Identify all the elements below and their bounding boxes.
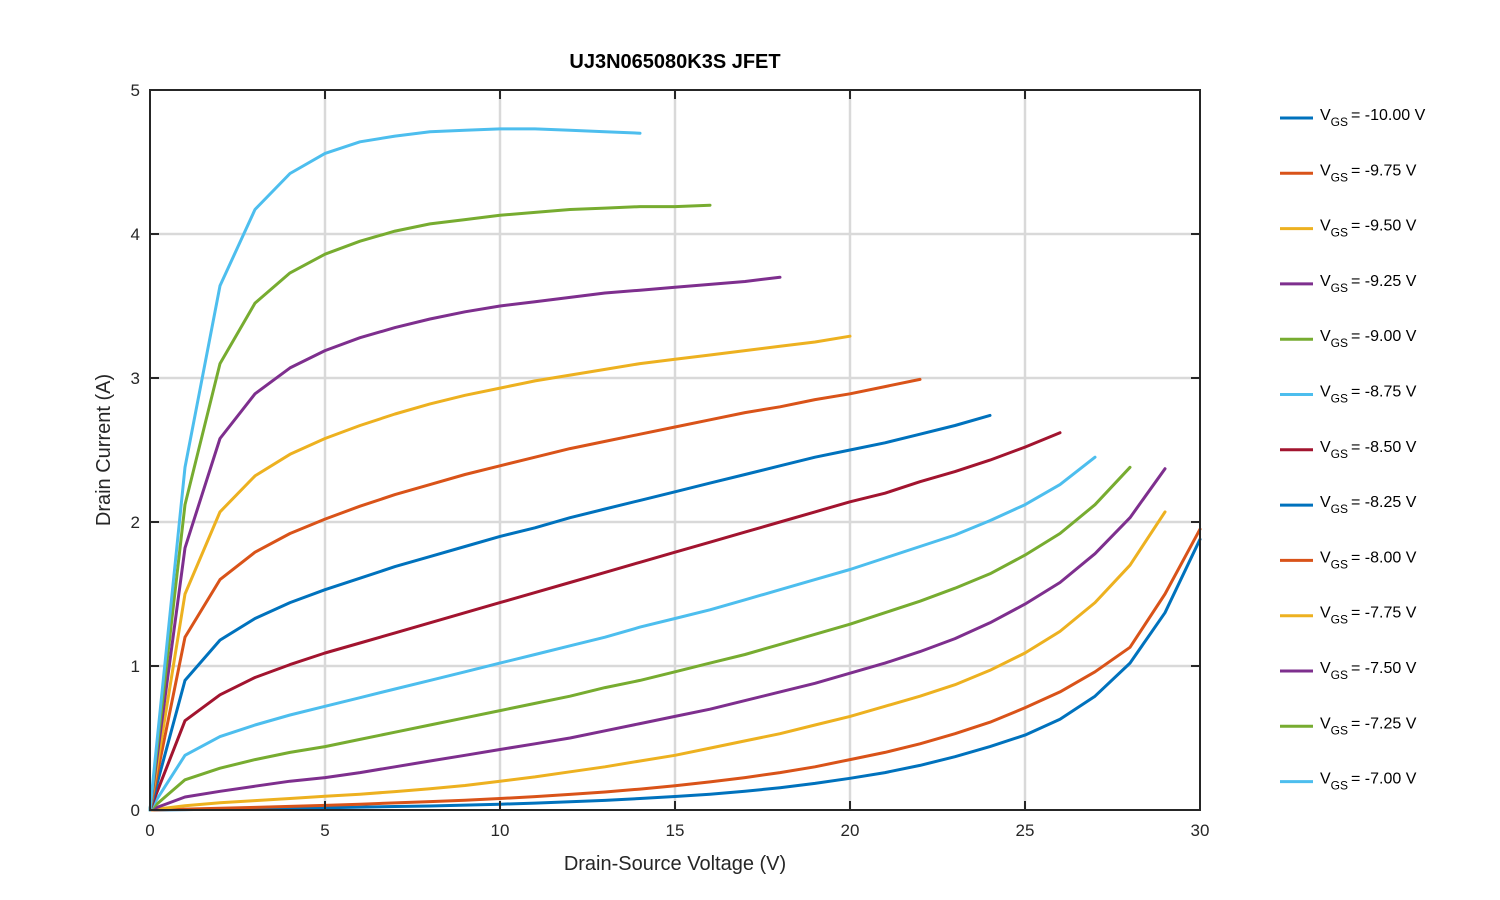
y-tick-label: 5 — [131, 81, 140, 100]
y-tick-label: 1 — [131, 657, 140, 676]
legend-label: VGS = -9.00 V — [1320, 328, 1417, 350]
x-tick-label: 10 — [491, 821, 510, 840]
legend-label: VGS = -8.50 V — [1320, 439, 1417, 461]
series-line — [148, 413, 992, 812]
legend-label: VGS = -8.25 V — [1320, 494, 1417, 516]
series-line — [148, 127, 642, 812]
y-tick-label: 2 — [131, 513, 140, 532]
legend-label: VGS = -9.25 V — [1320, 273, 1417, 295]
x-tick-label: 5 — [320, 821, 329, 840]
series-line — [148, 377, 922, 812]
legend-label: VGS = -8.75 V — [1320, 384, 1417, 406]
y-tick-label: 3 — [131, 369, 140, 388]
series-line — [148, 510, 1167, 812]
grid — [150, 90, 1200, 810]
series-line — [148, 431, 1062, 812]
legend-label: VGS = -7.25 V — [1320, 715, 1417, 737]
legend-label: VGS = -7.75 V — [1320, 605, 1417, 627]
y-axis-label: Drain Current (A) — [93, 374, 115, 526]
series-line — [148, 203, 712, 812]
series-group — [148, 127, 1202, 812]
series-line — [148, 334, 852, 812]
chart-title: UJ3N065080K3S JFET — [569, 51, 780, 73]
legend-label: VGS = -9.75 V — [1320, 162, 1417, 184]
series-line — [148, 455, 1097, 812]
x-tick-label: 0 — [145, 821, 154, 840]
series-line — [148, 467, 1167, 812]
y-tick-label: 0 — [131, 801, 140, 820]
legend-label: VGS = -10.00 V — [1320, 107, 1426, 129]
x-tick-label: 15 — [666, 821, 685, 840]
legend-label: VGS = -9.50 V — [1320, 218, 1417, 240]
y-axis: 0 1 2 3 4 5 — [131, 81, 1200, 820]
series-line — [148, 465, 1132, 812]
legend-label: VGS = -8.00 V — [1320, 549, 1417, 571]
legend: VGS = -10.00 V VGS = -9.75 V VGS = -9.50 V VGS… — [1280, 107, 1426, 793]
y-tick-label: 4 — [131, 225, 140, 244]
x-axis: 0 5 10 15 20 25 30 — [145, 90, 1209, 840]
x-tick-label: 25 — [1016, 821, 1035, 840]
legend-label: VGS = -7.00 V — [1320, 771, 1417, 793]
x-tick-label: 20 — [841, 821, 860, 840]
x-tick-label: 30 — [1191, 821, 1210, 840]
legend-label: VGS = -7.50 V — [1320, 660, 1417, 682]
x-axis-label: Drain-Source Voltage (V) — [564, 853, 786, 875]
series-line — [148, 275, 782, 812]
